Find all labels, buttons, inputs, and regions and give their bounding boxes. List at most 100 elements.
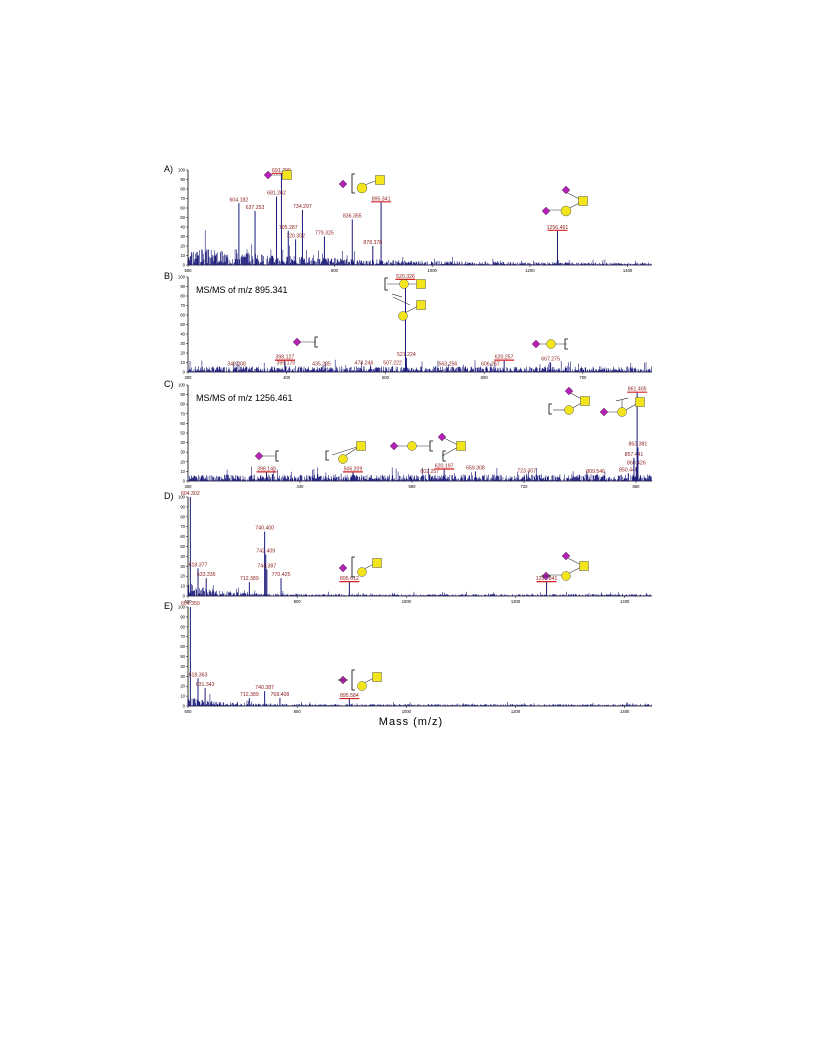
panel-label: B) xyxy=(164,271,173,281)
y-tick-label: 50 xyxy=(180,544,185,549)
y-tick-label: 80 xyxy=(180,402,185,407)
peak-label: 895.341 xyxy=(372,196,391,202)
y-tick-label: 80 xyxy=(180,514,185,519)
bracket-icon xyxy=(351,173,355,194)
y-tick-label: 10 xyxy=(180,360,185,365)
peak-label: 667.275 xyxy=(541,357,560,363)
y-tick-label: 0 xyxy=(183,370,186,375)
galnac-square-icon xyxy=(416,279,426,289)
glycan-link xyxy=(392,296,411,306)
peak-label: 618.377 xyxy=(189,562,208,568)
peak-label: 631.343 xyxy=(196,682,215,688)
x-tick-label: 300 xyxy=(185,375,193,380)
peak-label: 398.127 xyxy=(275,355,294,361)
bracket-icon xyxy=(548,403,552,415)
peak-label: 740.387 xyxy=(255,685,274,691)
y-tick-label: 60 xyxy=(180,313,185,318)
y-tick-label: 40 xyxy=(180,554,185,559)
peak-label: 620.257 xyxy=(495,355,514,361)
x-tick-label: 440 xyxy=(297,484,305,489)
neu5ac-diamond-icon xyxy=(561,551,571,561)
peak-label: 435.235 xyxy=(312,361,331,367)
galactose-circle-icon xyxy=(561,571,571,581)
y-tick-label: 50 xyxy=(180,654,185,659)
glycan-link xyxy=(331,445,361,456)
galactose-circle-icon xyxy=(560,205,572,217)
x-tick-label: 1000 xyxy=(402,599,412,604)
x-tick-label: 600 xyxy=(185,709,193,714)
neu5ac-diamond-icon xyxy=(599,407,609,417)
spectrum-panel-2: B) MS/MS of m/z 895.341 0 10 20 30 40 50 60 70 80 9… xyxy=(164,271,652,380)
peak-label: 520.326 xyxy=(396,274,415,280)
x-tick-label: 600 xyxy=(481,375,489,380)
peak-label: 712.389 xyxy=(240,692,259,698)
spectrum-panel-1: A) 0 10 20 30 40 50 60 70 80 90 100 500 800 1000 1200 14… xyxy=(164,164,652,273)
peak-label: 861.405 xyxy=(628,387,647,393)
y-tick-label: 70 xyxy=(180,303,185,308)
x-tick-label: 400 xyxy=(283,375,291,380)
x-axis-label: Mass (m/z) xyxy=(379,716,443,728)
neu5ac-diamond-icon xyxy=(531,339,541,349)
x-tick-label: 500 xyxy=(382,375,390,380)
y-tick-label: 30 xyxy=(180,674,185,679)
spectrum-trace xyxy=(187,230,652,265)
peak-label: 633.335 xyxy=(197,572,216,578)
panel-label: D) xyxy=(164,491,174,501)
galnac-square-icon xyxy=(635,397,645,407)
galactose-circle-icon xyxy=(356,182,368,194)
peak-label: 604.350 xyxy=(181,601,200,607)
panel-title: MS/MS of m/z 895.341 xyxy=(196,285,288,295)
panel-label: A) xyxy=(164,164,173,174)
y-tick-label: 100 xyxy=(178,383,186,388)
galactose-circle-icon xyxy=(546,339,556,349)
y-tick-label: 10 xyxy=(180,694,185,699)
peak-label: 723.307 xyxy=(517,468,536,474)
peak-label: 563.256 xyxy=(439,361,458,367)
spectrum-trace xyxy=(187,583,651,596)
x-tick-label: 600 xyxy=(185,599,193,604)
y-tick-label: 20 xyxy=(180,459,185,464)
peak-label: 398.149 xyxy=(257,466,276,472)
y-tick-label: 30 xyxy=(180,234,185,239)
spectrum-trace xyxy=(187,466,653,481)
x-tick-label: 1400 xyxy=(620,709,630,714)
y-tick-label: 100 xyxy=(178,605,186,610)
glycan-annotations xyxy=(254,170,645,691)
y-tick-label: 90 xyxy=(180,504,185,509)
x-tick-label: 300 xyxy=(185,484,193,489)
peak-label: 744.387 xyxy=(257,563,276,569)
neu5ac-diamond-icon xyxy=(564,386,574,396)
bracket-icon xyxy=(429,440,433,452)
neu5ac-diamond-icon xyxy=(437,432,447,442)
x-tick-label: 1200 xyxy=(511,599,521,604)
bracket-icon xyxy=(384,277,388,291)
y-tick-label: 40 xyxy=(180,664,185,669)
peak-label: 602.257 xyxy=(420,469,439,475)
x-tick-label: 800 xyxy=(294,599,302,604)
galactose-circle-icon xyxy=(564,405,574,415)
peak-label: 1256.461 xyxy=(547,225,569,231)
x-tick-label: 1000 xyxy=(428,268,438,273)
panel-title: MS/MS of m/z 1256.461 xyxy=(196,393,293,403)
galactose-circle-icon xyxy=(357,681,367,691)
y-tick-label: 0 xyxy=(183,479,186,484)
peak-label: 507.222 xyxy=(383,360,402,366)
peak-label: 770.425 xyxy=(272,572,291,578)
y-tick-label: 20 xyxy=(180,351,185,356)
spectrum-panel-3: C) MS/MS of m/z 1256.461 0 10 20 30 40 50 60 70 80… xyxy=(164,379,653,489)
galnac-square-icon xyxy=(579,561,589,571)
peak-label: 659.308 xyxy=(466,465,485,471)
cleavage-line-icon xyxy=(615,397,629,402)
y-tick-label: 10 xyxy=(180,584,185,589)
y-tick-label: 40 xyxy=(180,225,185,230)
galnac-square-icon xyxy=(416,300,426,310)
y-tick-label: 10 xyxy=(180,253,185,258)
x-tick-label: 1200 xyxy=(511,709,521,714)
x-tick-label: 500 xyxy=(185,268,193,273)
peak-label: 521.224 xyxy=(397,352,416,358)
peak-label: 637.253 xyxy=(246,205,265,211)
neu5ac-diamond-icon xyxy=(263,170,273,180)
